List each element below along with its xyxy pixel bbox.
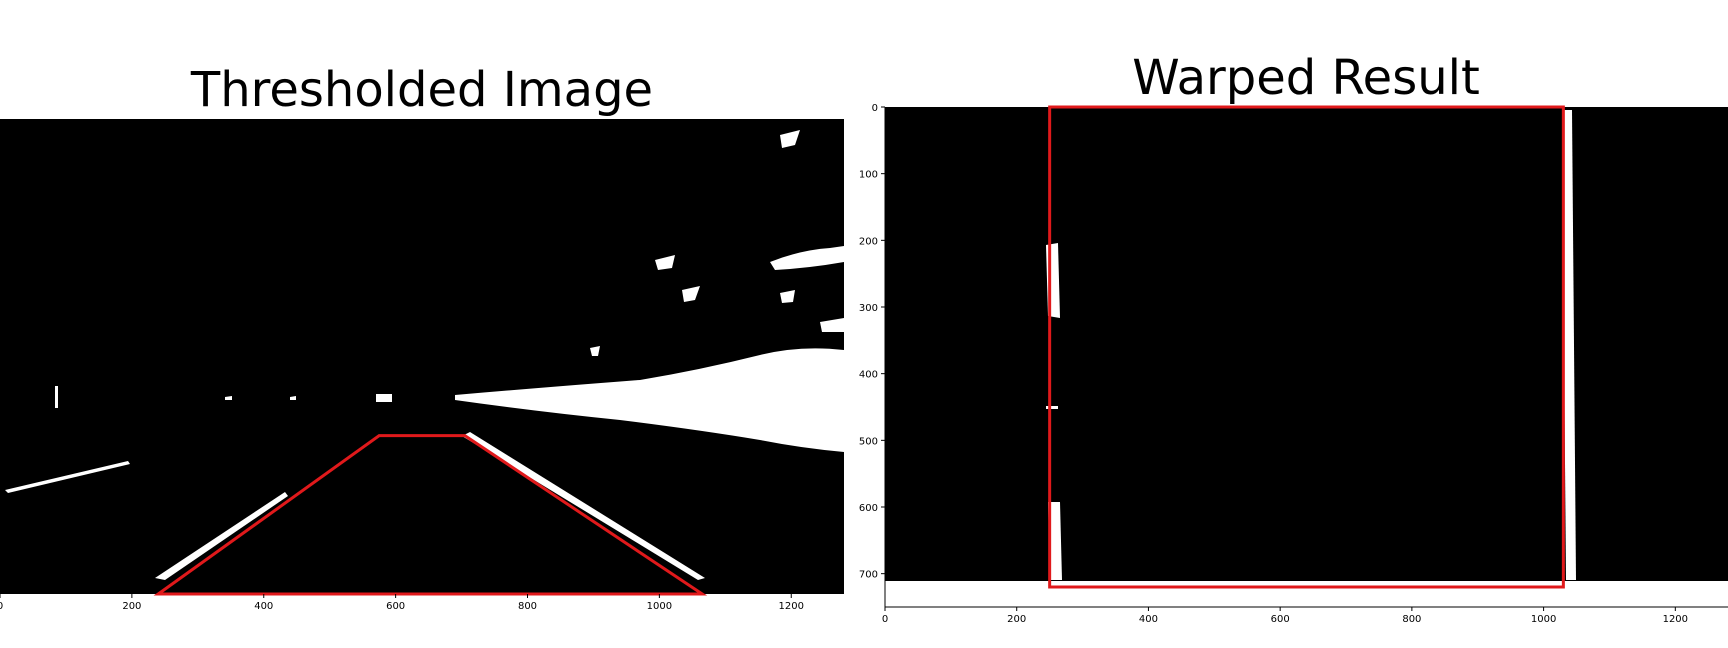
x-axis-warped: 0 200 400 600 800 1000 1200 [882, 607, 1688, 625]
thresholded-panel: 0 200 400 600 800 1000 1200 [0, 119, 844, 612]
chart-title-thresholded: Thresholded Image [190, 62, 654, 118]
destination-rectangle [1048, 105, 1565, 589]
y-tick-label: 400 [859, 370, 878, 381]
x-tick-label: 1000 [1531, 614, 1556, 625]
y-tick-label: 500 [859, 436, 878, 447]
warped-image [885, 107, 1728, 581]
x-tick-label: 1200 [779, 601, 804, 612]
y-axis-warped: 0 100 200 300 400 500 600 700 [859, 103, 885, 581]
x-tick-label: 400 [254, 601, 273, 612]
x-tick-label: 800 [518, 601, 537, 612]
y-tick-label: 100 [859, 170, 878, 181]
warped-panel: 0 200 400 600 800 1000 1200 0 100 200 300 400 500 60… [859, 103, 1728, 625]
source-trapezoid [153, 434, 708, 596]
x-tick-label: 200 [1007, 614, 1026, 625]
thresholded-image [0, 119, 844, 594]
y-tick-label: 600 [859, 503, 878, 514]
x-tick-label: 1000 [647, 601, 672, 612]
y-tick-label: 300 [859, 303, 878, 314]
x-tick-label: 0 [882, 614, 888, 625]
x-tick-label: 800 [1402, 614, 1421, 625]
x-axis-thresholded: 0 200 400 600 800 1000 1200 [0, 594, 804, 612]
x-tick-label: 400 [1139, 614, 1158, 625]
x-tick-label: 600 [386, 601, 405, 612]
chart-title-warped: Warped Result [1132, 50, 1480, 106]
x-tick-label: 0 [0, 601, 3, 612]
x-tick-label: 200 [122, 601, 141, 612]
y-tick-label: 700 [859, 570, 878, 581]
x-tick-label: 1200 [1663, 614, 1688, 625]
x-tick-label: 600 [1271, 614, 1290, 625]
y-tick-label: 200 [859, 236, 878, 247]
y-tick-label: 0 [872, 103, 878, 114]
threshold-pixels [5, 130, 844, 580]
